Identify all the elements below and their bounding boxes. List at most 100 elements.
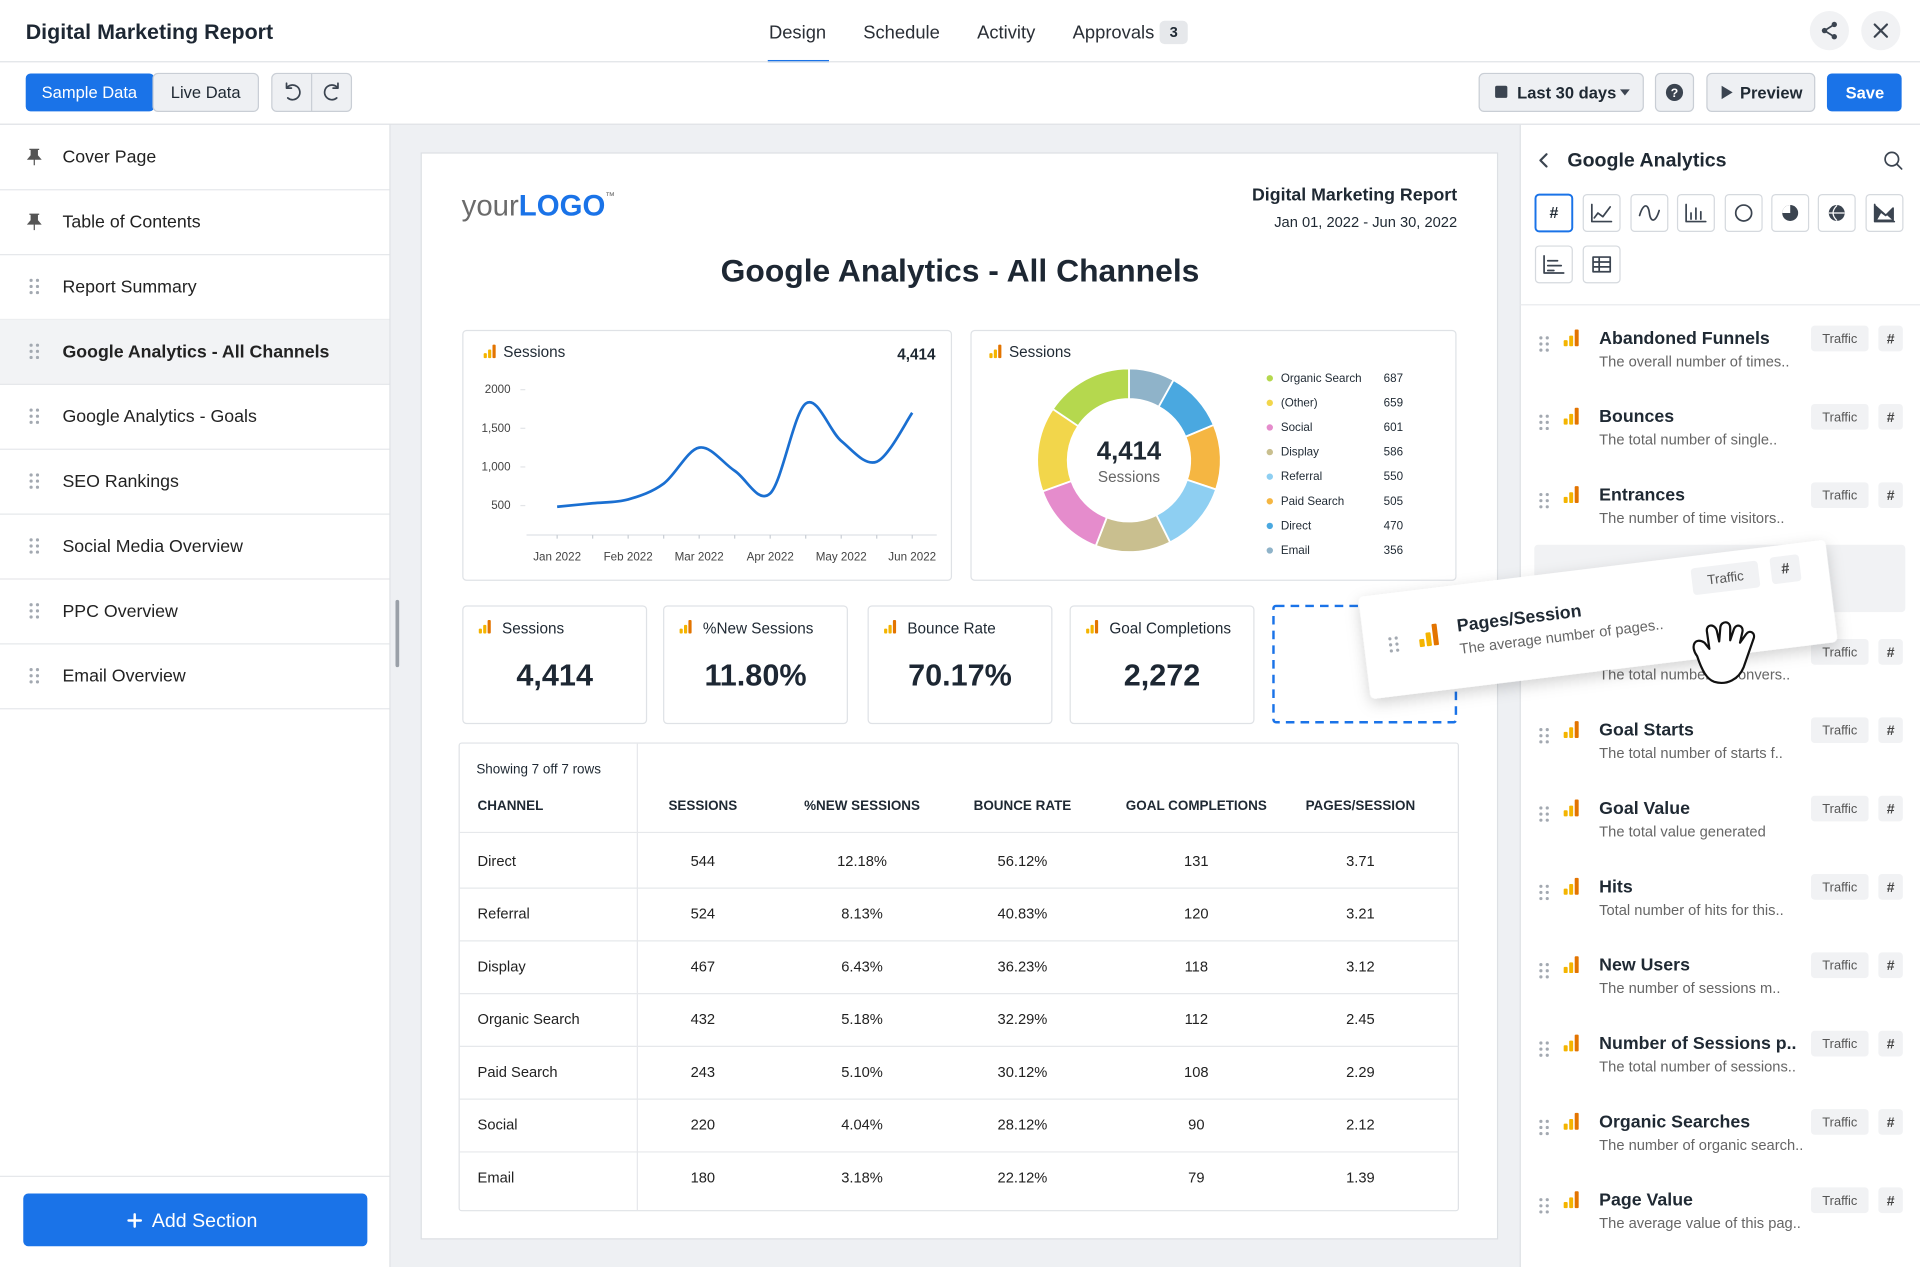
drag-handle (1545, 342, 1549, 346)
metric-name[interactable]: Organic Searches (1599, 1111, 1750, 1131)
legend-label: Social (1281, 421, 1313, 434)
table-cell: 6.43% (841, 959, 883, 975)
analytics-icon (1569, 492, 1574, 503)
section-item[interactable]: Report Summary (62, 276, 196, 296)
drag-handle (1539, 818, 1543, 822)
metric-desc: The number of time visitors.. (1599, 511, 1784, 527)
section-item[interactable]: Cover Page (62, 147, 156, 167)
drag-handle (1539, 348, 1543, 352)
drag-handle (29, 278, 33, 282)
drag-handle (35, 538, 40, 542)
legend-label: Organic Search (1281, 372, 1362, 385)
drag-handle (29, 603, 33, 607)
table-cell: 3.71 (1346, 854, 1375, 870)
x-tick-label: Jan 2022 (533, 550, 581, 563)
drag-handle (1539, 342, 1543, 346)
drag-handle (29, 408, 33, 412)
section-item[interactable]: Email Overview (62, 666, 185, 686)
metric-type (1878, 639, 1903, 665)
metric-name[interactable]: Entrances (1599, 485, 1685, 505)
analytics-icon (1563, 1201, 1568, 1209)
legend-value: 356 (1384, 544, 1403, 557)
drag-handle (1545, 336, 1549, 340)
legend-swatch (1266, 547, 1273, 554)
drag-handle (1539, 414, 1543, 418)
kpi-card (663, 605, 848, 725)
pin-icon (26, 148, 42, 166)
chart-type-button[interactable] (1724, 194, 1763, 232)
section-item[interactable]: Social Media Overview (62, 536, 243, 556)
table-caption: Showing 7 off 7 rows (476, 761, 601, 776)
section-item[interactable]: SEO Rankings (62, 471, 179, 491)
metric-name[interactable]: Goal Starts (1599, 720, 1694, 740)
tab[interactable]: Schedule (863, 21, 940, 42)
drag-handle (35, 479, 40, 483)
metric-desc: Total number of hits for this.. (1599, 903, 1784, 919)
drag-handle (1539, 1210, 1543, 1214)
analytics-icon (1563, 1045, 1568, 1052)
legend-swatch (1266, 473, 1273, 480)
report-dates: Jan 01, 2022 - Jun 30, 2022 (1274, 215, 1457, 231)
metric-name[interactable]: Hits (1599, 876, 1633, 896)
analytics-icon (679, 628, 683, 634)
kpi-value: 70.17% (908, 659, 1012, 693)
chart-type-glyph: # (1549, 205, 1558, 222)
metric-desc: The total number of single.. (1599, 433, 1777, 449)
table-cell: 131 (1184, 854, 1209, 870)
share-button[interactable] (1809, 11, 1849, 51)
metric-type-glyph: # (1887, 409, 1895, 425)
analytics-icon (989, 353, 993, 359)
analytics-icon (1574, 721, 1579, 739)
drag-handle (1394, 636, 1398, 640)
chart-type-button[interactable] (1582, 245, 1621, 284)
drag-handle (29, 609, 33, 613)
drag-handle (35, 290, 40, 295)
drag-handle (1545, 740, 1549, 744)
drag-handle (1539, 1131, 1543, 1136)
chart-title: Sessions (1009, 344, 1071, 361)
metric-type (1878, 325, 1903, 352)
drag-handle (1545, 818, 1549, 822)
tab[interactable]: Approvals (1073, 21, 1155, 42)
legend-value: 659 (1384, 396, 1403, 409)
metric-name[interactable]: Abandoned Funnels (1599, 328, 1770, 348)
section-item[interactable]: Google Analytics - Goals (62, 406, 257, 426)
preview-button[interactable] (1706, 72, 1816, 113)
sample-data-button[interactable] (25, 73, 155, 112)
table-cell: 3.18% (841, 1170, 883, 1186)
analytics-icon (1569, 883, 1574, 895)
analytics-icon (998, 344, 1002, 359)
kpi-value: 4,414 (516, 659, 593, 693)
metric-tag-label: Traffic (1822, 723, 1858, 738)
drag-handle (29, 680, 33, 684)
live-data-button[interactable] (152, 72, 259, 113)
metric-name[interactable]: Goal Value (1599, 798, 1690, 818)
chart-type-button[interactable] (1534, 245, 1573, 284)
metric-name[interactable]: Bounces (1599, 406, 1674, 426)
metric-name[interactable]: Number of Sessions p.. (1599, 1033, 1796, 1053)
kpi-card (462, 605, 648, 725)
kpi-card (1069, 605, 1255, 725)
chart-type-button[interactable] (1534, 193, 1574, 233)
section-item[interactable]: Table of Contents (62, 212, 200, 232)
section-item[interactable]: PPC Overview (62, 601, 178, 621)
add-section-button[interactable] (23, 1193, 368, 1247)
chart-type-button[interactable] (1582, 194, 1621, 232)
table-cell: 467 (691, 959, 716, 975)
legend-value: 470 (1384, 519, 1404, 532)
tab[interactable]: Activity (977, 21, 1036, 42)
drag-handle (1545, 896, 1549, 901)
metric-name[interactable]: New Users (1599, 955, 1690, 975)
table-cell: 8.13% (841, 907, 883, 923)
tab[interactable]: Design (769, 21, 826, 42)
metric-type-glyph: # (1887, 801, 1895, 817)
table-cell: 2.45 (1346, 1012, 1375, 1028)
share-icon (1823, 23, 1836, 38)
save-button[interactable] (1826, 73, 1902, 112)
metric-name[interactable]: Page Value (1599, 1190, 1693, 1210)
drag-handle (1545, 890, 1549, 895)
section-item[interactable]: Google Analytics - All Channels (62, 341, 329, 361)
date-range-button[interactable] (1478, 72, 1644, 113)
caret (1620, 89, 1630, 96)
